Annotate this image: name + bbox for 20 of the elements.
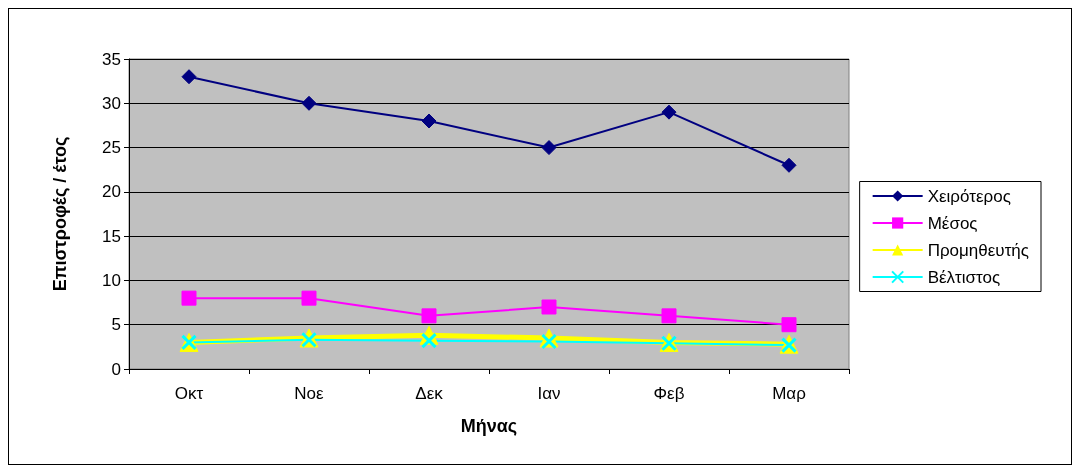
y-tick-label: 25 — [102, 138, 121, 158]
x-axis-title: Μήνας — [460, 416, 518, 436]
y-tick-label: 20 — [102, 182, 121, 202]
x-tick-label: Μαρ — [772, 384, 806, 403]
y-tick-label: 35 — [102, 49, 121, 69]
x-tick-label: Δεκ — [415, 384, 444, 403]
x-tick-label: Ιαν — [537, 384, 561, 403]
y-tick-label: 15 — [102, 226, 121, 246]
y-axis-title: Επιστροφές / έτος — [50, 136, 70, 292]
legend-label: Βέλτιστος — [927, 267, 1001, 287]
x-tick-label: Νοε — [294, 384, 325, 403]
y-tick-label: 5 — [111, 315, 121, 335]
y-tick-label: 10 — [102, 270, 121, 290]
legend-label: Μέσος — [927, 213, 978, 233]
y-tick-label: 0 — [111, 359, 121, 379]
x-tick-label: Οκτ — [174, 384, 204, 403]
y-tick-label: 30 — [102, 93, 121, 113]
x-tick-label: Φεβ — [653, 384, 685, 403]
legend-label: Χειρότερος — [927, 186, 1011, 206]
legend-label: Προμηθευτής — [927, 240, 1030, 260]
